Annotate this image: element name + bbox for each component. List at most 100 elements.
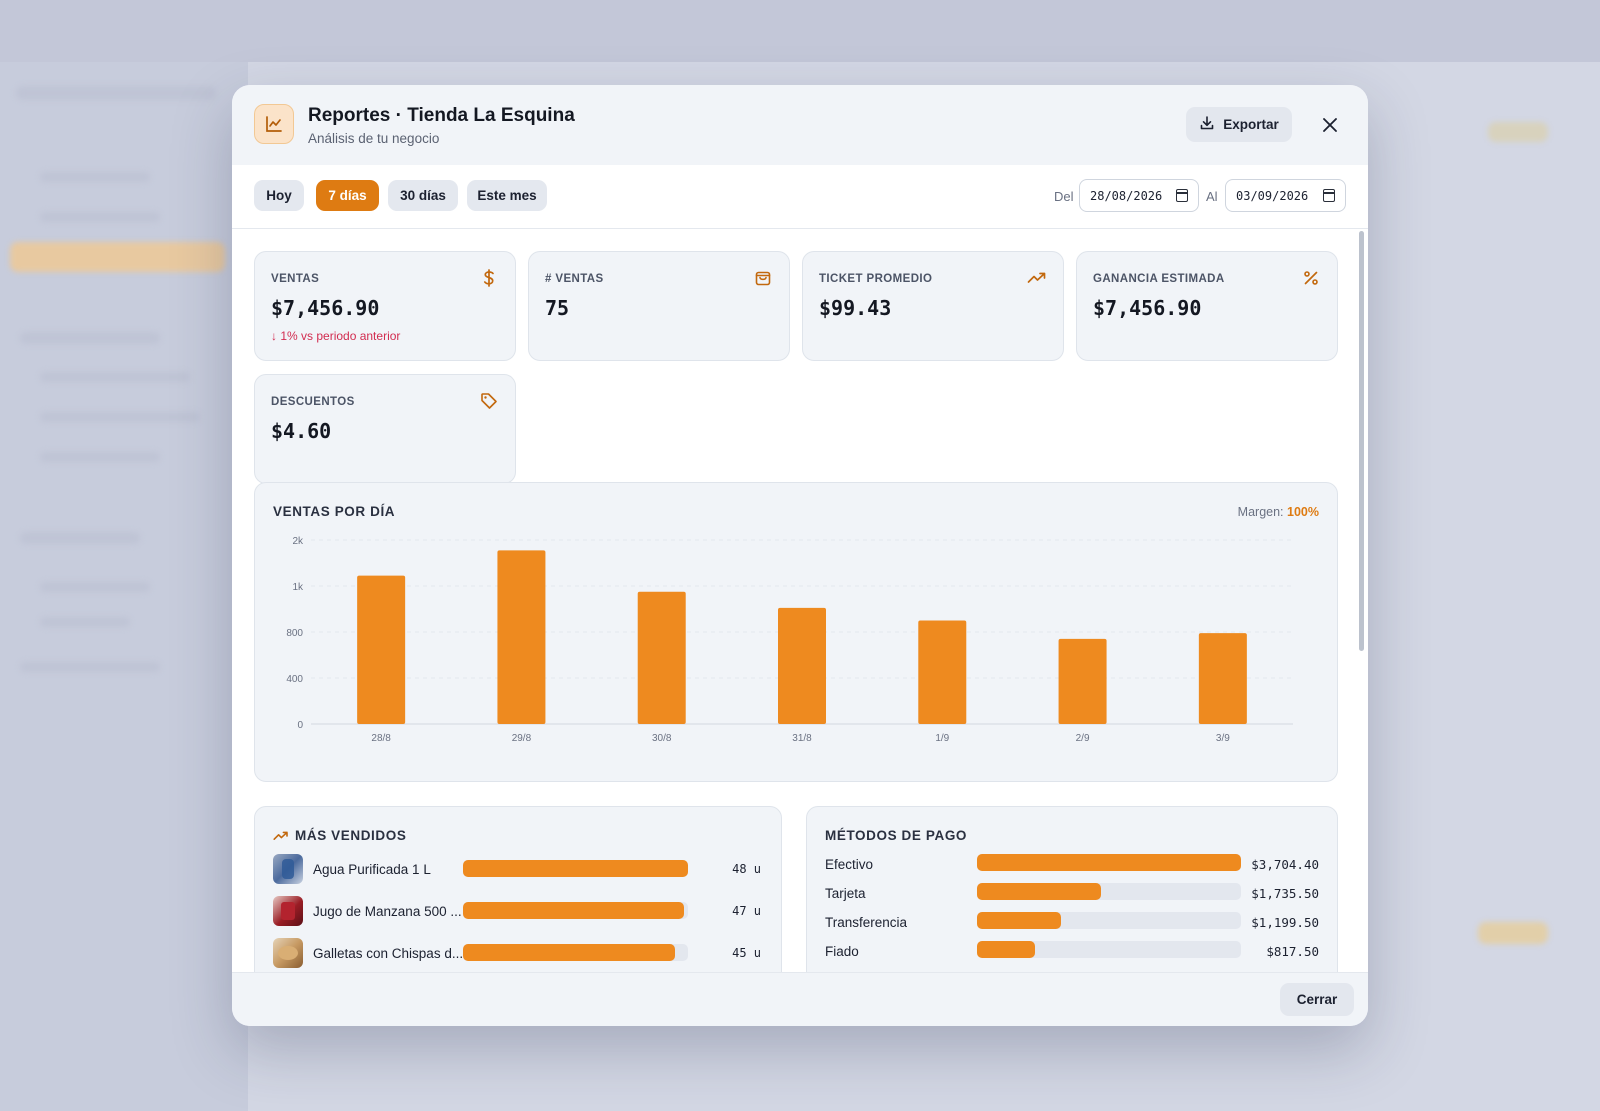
percent-icon bbox=[1301, 268, 1321, 288]
y-tick-label: 0 bbox=[297, 720, 303, 731]
modal-header: Reportes · Tienda La Esquina Análisis de… bbox=[232, 85, 1368, 165]
range-30-days-button[interactable]: 30 días bbox=[388, 180, 458, 211]
x-tick-label: 2/9 bbox=[1076, 733, 1090, 744]
x-tick-label: 3/9 bbox=[1216, 733, 1230, 744]
product-quantity: 47 u bbox=[732, 904, 761, 918]
product-thumbnail bbox=[273, 938, 303, 968]
kpi-label: DESCUENTOS bbox=[271, 396, 355, 408]
to-date-label: Al bbox=[1206, 189, 1218, 204]
kpi-label: TICKET PROMEDIO bbox=[819, 273, 933, 285]
kpi-delta: ↓ 1% vs periodo anterior bbox=[271, 329, 401, 343]
kpi-card-ventas: VENTAS $7,456.90 ↓ 1% vs periodo anterio… bbox=[254, 251, 516, 361]
seller-bar-track bbox=[463, 860, 688, 877]
kpi-value: 75 bbox=[545, 296, 570, 320]
kpi-label: # VENTAS bbox=[545, 273, 604, 285]
chart-line-icon bbox=[254, 104, 294, 144]
payment-label: Efectivo bbox=[825, 857, 874, 872]
seller-bar-track bbox=[463, 902, 688, 919]
payment-label: Tarjeta bbox=[825, 886, 866, 901]
sales-by-day-card: VENTAS POR DÍA Margen: 100% 0 400 800 1k 2k 2… bbox=[254, 482, 1338, 782]
modal-footer: Cerrar bbox=[232, 972, 1368, 1026]
seller-bar-fill bbox=[463, 944, 675, 961]
chart-bar[interactable] bbox=[1198, 633, 1247, 724]
kpi-card-num-ventas: # VENTAS 75 bbox=[528, 251, 790, 361]
top-sellers-card: MÁS VENDIDOS Agua Purificada 1 L 48 u Ju… bbox=[254, 806, 782, 972]
scrollbar-thumb[interactable] bbox=[1359, 231, 1364, 651]
trending-up-icon bbox=[1027, 268, 1047, 288]
kpi-value: $99.43 bbox=[819, 296, 892, 320]
dollar-icon bbox=[479, 268, 499, 288]
kpi-card-ticket-promedio: TICKET PROMEDIO $99.43 bbox=[802, 251, 1064, 361]
background-sidebar bbox=[0, 62, 248, 1111]
payment-amount: $1,735.50 bbox=[1251, 886, 1319, 901]
sales-bar-chart: 0 400 800 1k 2k 28/8 29/8 30/8 31/8 1/9 2/9 3/9 bbox=[286, 536, 1293, 744]
sales-chart-title: VENTAS POR DÍA bbox=[273, 504, 396, 519]
close-button[interactable]: Cerrar bbox=[1280, 983, 1354, 1016]
kpi-label: GANANCIA ESTIMADA bbox=[1093, 273, 1225, 285]
payment-label: Transferencia bbox=[825, 915, 908, 930]
x-tick-label: 31/8 bbox=[792, 733, 812, 744]
close-icon[interactable] bbox=[1316, 111, 1344, 139]
chart-bar[interactable] bbox=[918, 620, 967, 725]
x-tick-label: 28/8 bbox=[371, 733, 391, 744]
payment-bar-fill bbox=[977, 941, 1036, 958]
seller-bar-fill bbox=[463, 902, 684, 919]
payment-methods-card: MÉTODOS DE PAGO Efectivo $3,704.40 Tarje… bbox=[806, 806, 1338, 972]
from-date-label: Del bbox=[1054, 189, 1074, 204]
margin-label: Margen: bbox=[1237, 505, 1284, 519]
margin-value: 100% bbox=[1287, 505, 1319, 519]
range-this-month-button[interactable]: Este mes bbox=[467, 180, 547, 211]
range-7-days-button[interactable]: 7 días bbox=[316, 180, 379, 211]
kpi-value: $4.60 bbox=[271, 419, 332, 443]
top-seller-row[interactable]: Galletas con Chispas d... 45 u bbox=[273, 938, 773, 968]
y-tick-label: 800 bbox=[286, 628, 303, 639]
chart-bar[interactable] bbox=[1058, 638, 1107, 724]
product-name: Agua Purificada 1 L bbox=[313, 862, 431, 877]
chart-bar[interactable] bbox=[497, 550, 546, 724]
payment-amount: $3,704.40 bbox=[1251, 857, 1319, 872]
y-tick-label: 2k bbox=[292, 536, 304, 547]
modal-title: Reportes · Tienda La Esquina bbox=[308, 105, 575, 126]
calendar-icon bbox=[1176, 189, 1188, 202]
payment-methods-title: MÉTODOS DE PAGO bbox=[825, 828, 968, 843]
margin-indicator: Margen: 100% bbox=[1238, 505, 1319, 519]
range-today-button[interactable]: Hoy bbox=[254, 180, 304, 211]
product-name: Jugo de Manzana 500 ... bbox=[313, 904, 462, 919]
payment-bar-track bbox=[977, 854, 1241, 871]
payment-bar-track bbox=[977, 883, 1241, 900]
chart-bar[interactable] bbox=[637, 591, 686, 724]
calendar-icon bbox=[1323, 189, 1335, 202]
payment-bar-fill bbox=[977, 854, 1241, 871]
chart-bar[interactable] bbox=[778, 607, 826, 724]
top-seller-row[interactable]: Jugo de Manzana 500 ... 47 u bbox=[273, 896, 773, 926]
kpi-card-ganancia: GANANCIA ESTIMADA $7,456.90 bbox=[1076, 251, 1338, 361]
kpi-value: $7,456.90 bbox=[271, 296, 380, 320]
to-date-input[interactable]: 03/09/2026 bbox=[1225, 179, 1346, 212]
payment-amount: $1,199.50 bbox=[1251, 915, 1319, 930]
filter-bar: Hoy 7 días 30 días Este mes Del 28/08/20… bbox=[232, 165, 1368, 229]
chart-bar[interactable] bbox=[357, 575, 406, 724]
seller-bar-track bbox=[463, 944, 688, 961]
payment-bar-fill bbox=[977, 912, 1062, 929]
kpi-value: $7,456.90 bbox=[1093, 296, 1202, 320]
y-tick-label: 400 bbox=[286, 674, 303, 685]
bag-icon bbox=[753, 268, 773, 288]
tag-icon bbox=[479, 391, 499, 411]
payment-bar-track bbox=[977, 941, 1241, 958]
from-date-input[interactable]: 28/08/2026 bbox=[1079, 179, 1199, 212]
x-tick-label: 1/9 bbox=[935, 733, 949, 744]
from-date-value: 28/08/2026 bbox=[1090, 188, 1163, 203]
export-button[interactable]: Exportar bbox=[1186, 107, 1292, 142]
trending-up-icon bbox=[273, 829, 289, 847]
payment-amount: $817.50 bbox=[1266, 944, 1319, 959]
report-content: VENTAS $7,456.90 ↓ 1% vs periodo anterio… bbox=[232, 229, 1368, 972]
seller-bar-fill bbox=[463, 860, 688, 877]
product-quantity: 45 u bbox=[732, 946, 761, 960]
product-quantity: 48 u bbox=[732, 862, 761, 876]
top-seller-row[interactable]: Agua Purificada 1 L 48 u bbox=[273, 854, 773, 884]
download-icon bbox=[1199, 115, 1215, 134]
kpi-card-descuentos: DESCUENTOS $4.60 bbox=[254, 374, 516, 484]
kpi-label: VENTAS bbox=[271, 273, 320, 285]
reports-modal: Reportes · Tienda La Esquina Análisis de… bbox=[232, 85, 1368, 1026]
modal-subtitle: Análisis de tu negocio bbox=[308, 131, 440, 146]
